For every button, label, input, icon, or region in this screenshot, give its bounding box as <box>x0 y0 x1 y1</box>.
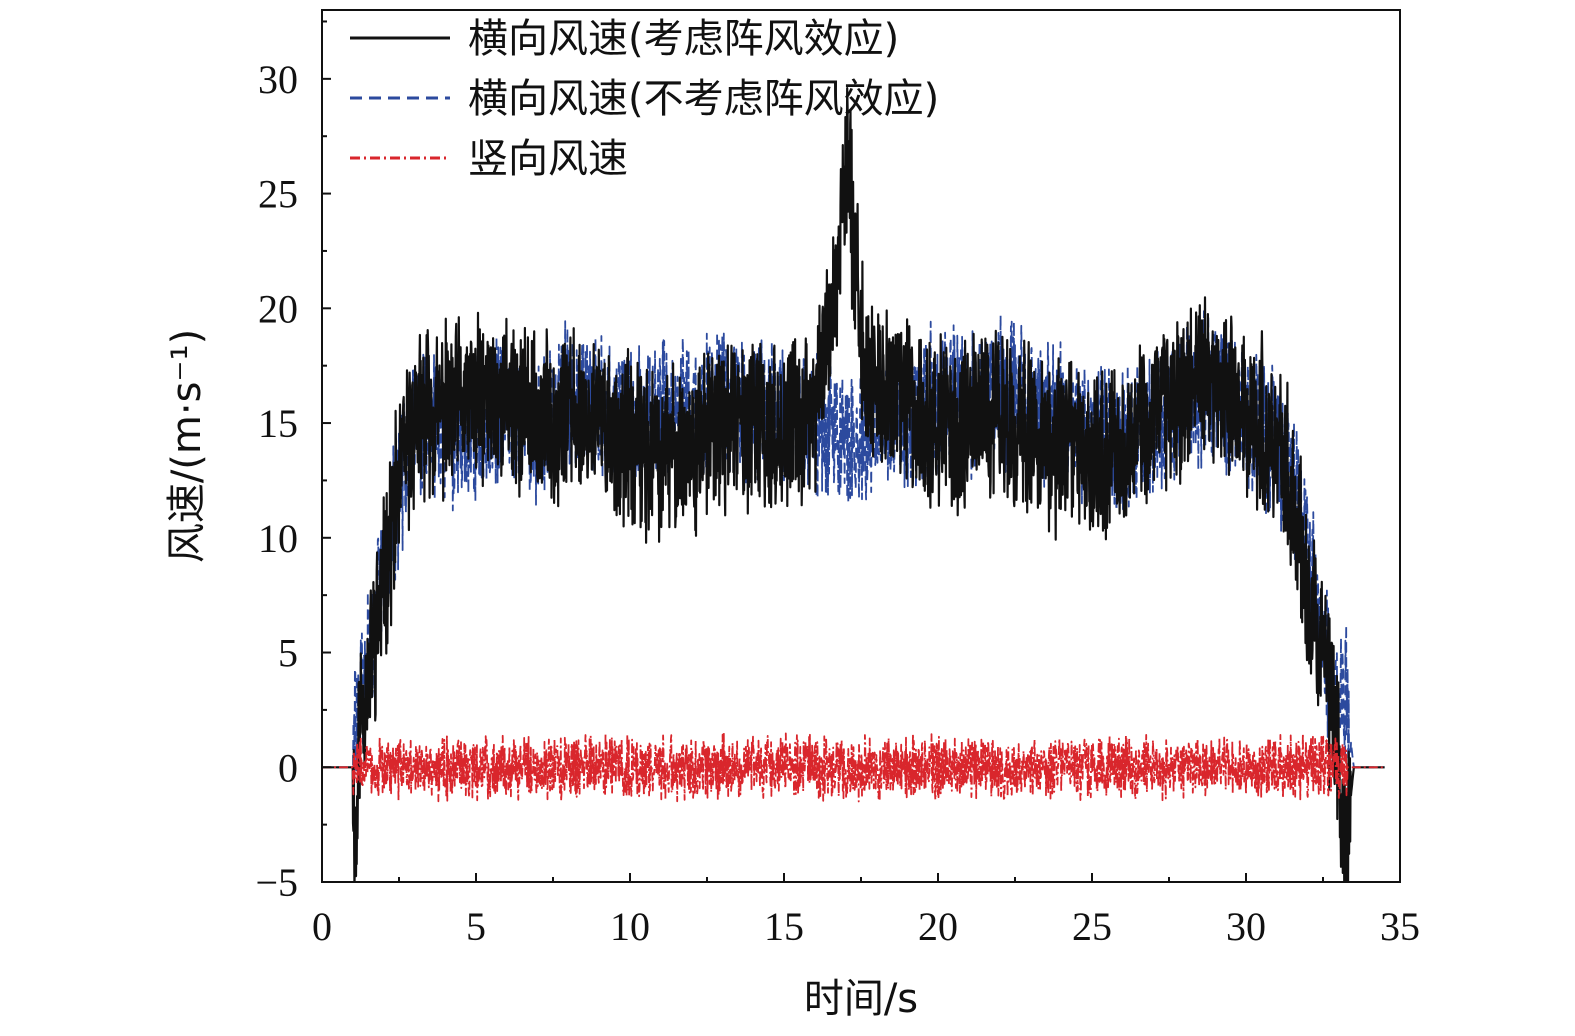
series-vertical <box>322 732 1386 803</box>
x-tick-label: 20 <box>918 904 958 949</box>
y-tick-label: −5 <box>255 860 298 905</box>
x-tick-label: 0 <box>312 904 332 949</box>
y-tick-label: 15 <box>258 401 298 446</box>
x-tick-label: 15 <box>764 904 804 949</box>
y-tick-label: 20 <box>258 286 298 331</box>
x-tick-label: 10 <box>610 904 650 949</box>
ticks-layer <box>321 20 1401 883</box>
y-axis-title: 风速/(m·s⁻¹) <box>164 329 210 563</box>
x-tick-label: 25 <box>1072 904 1112 949</box>
y-tick-label: 5 <box>278 631 298 676</box>
legend-label-lateral-no-gust: 横向风速(不考虑阵风效应) <box>468 76 939 122</box>
y-tick-label: 30 <box>258 57 298 102</box>
series-layer <box>322 86 1386 882</box>
legend: 横向风速(考虑阵风效应) 横向风速(不考虑阵风效应) 竖向风速 <box>350 16 939 182</box>
legend-label-lateral-gust: 横向风速(考虑阵风效应) <box>468 16 899 62</box>
x-axis-title: 时间/s <box>804 976 918 1022</box>
y-tick-label: 25 <box>258 172 298 217</box>
legend-label-vertical: 竖向风速 <box>468 136 628 182</box>
legend-entry-vertical: 竖向风速 <box>350 136 628 182</box>
x-tick-label: 30 <box>1226 904 1266 949</box>
x-tick-label: 5 <box>466 904 486 949</box>
y-tick-label: 0 <box>278 745 298 790</box>
series-lateral-gust <box>322 86 1386 882</box>
legend-entry-lateral-no-gust: 横向风速(不考虑阵风效应) <box>350 76 939 122</box>
legend-entry-lateral-gust: 横向风速(考虑阵风效应) <box>350 16 899 62</box>
tick-labels-layer: 0 5 10 15 20 25 30 35 −5 0 5 10 15 20 25 30 <box>255 57 1420 949</box>
y-tick-label: 10 <box>258 516 298 561</box>
x-tick-label: 35 <box>1380 904 1420 949</box>
